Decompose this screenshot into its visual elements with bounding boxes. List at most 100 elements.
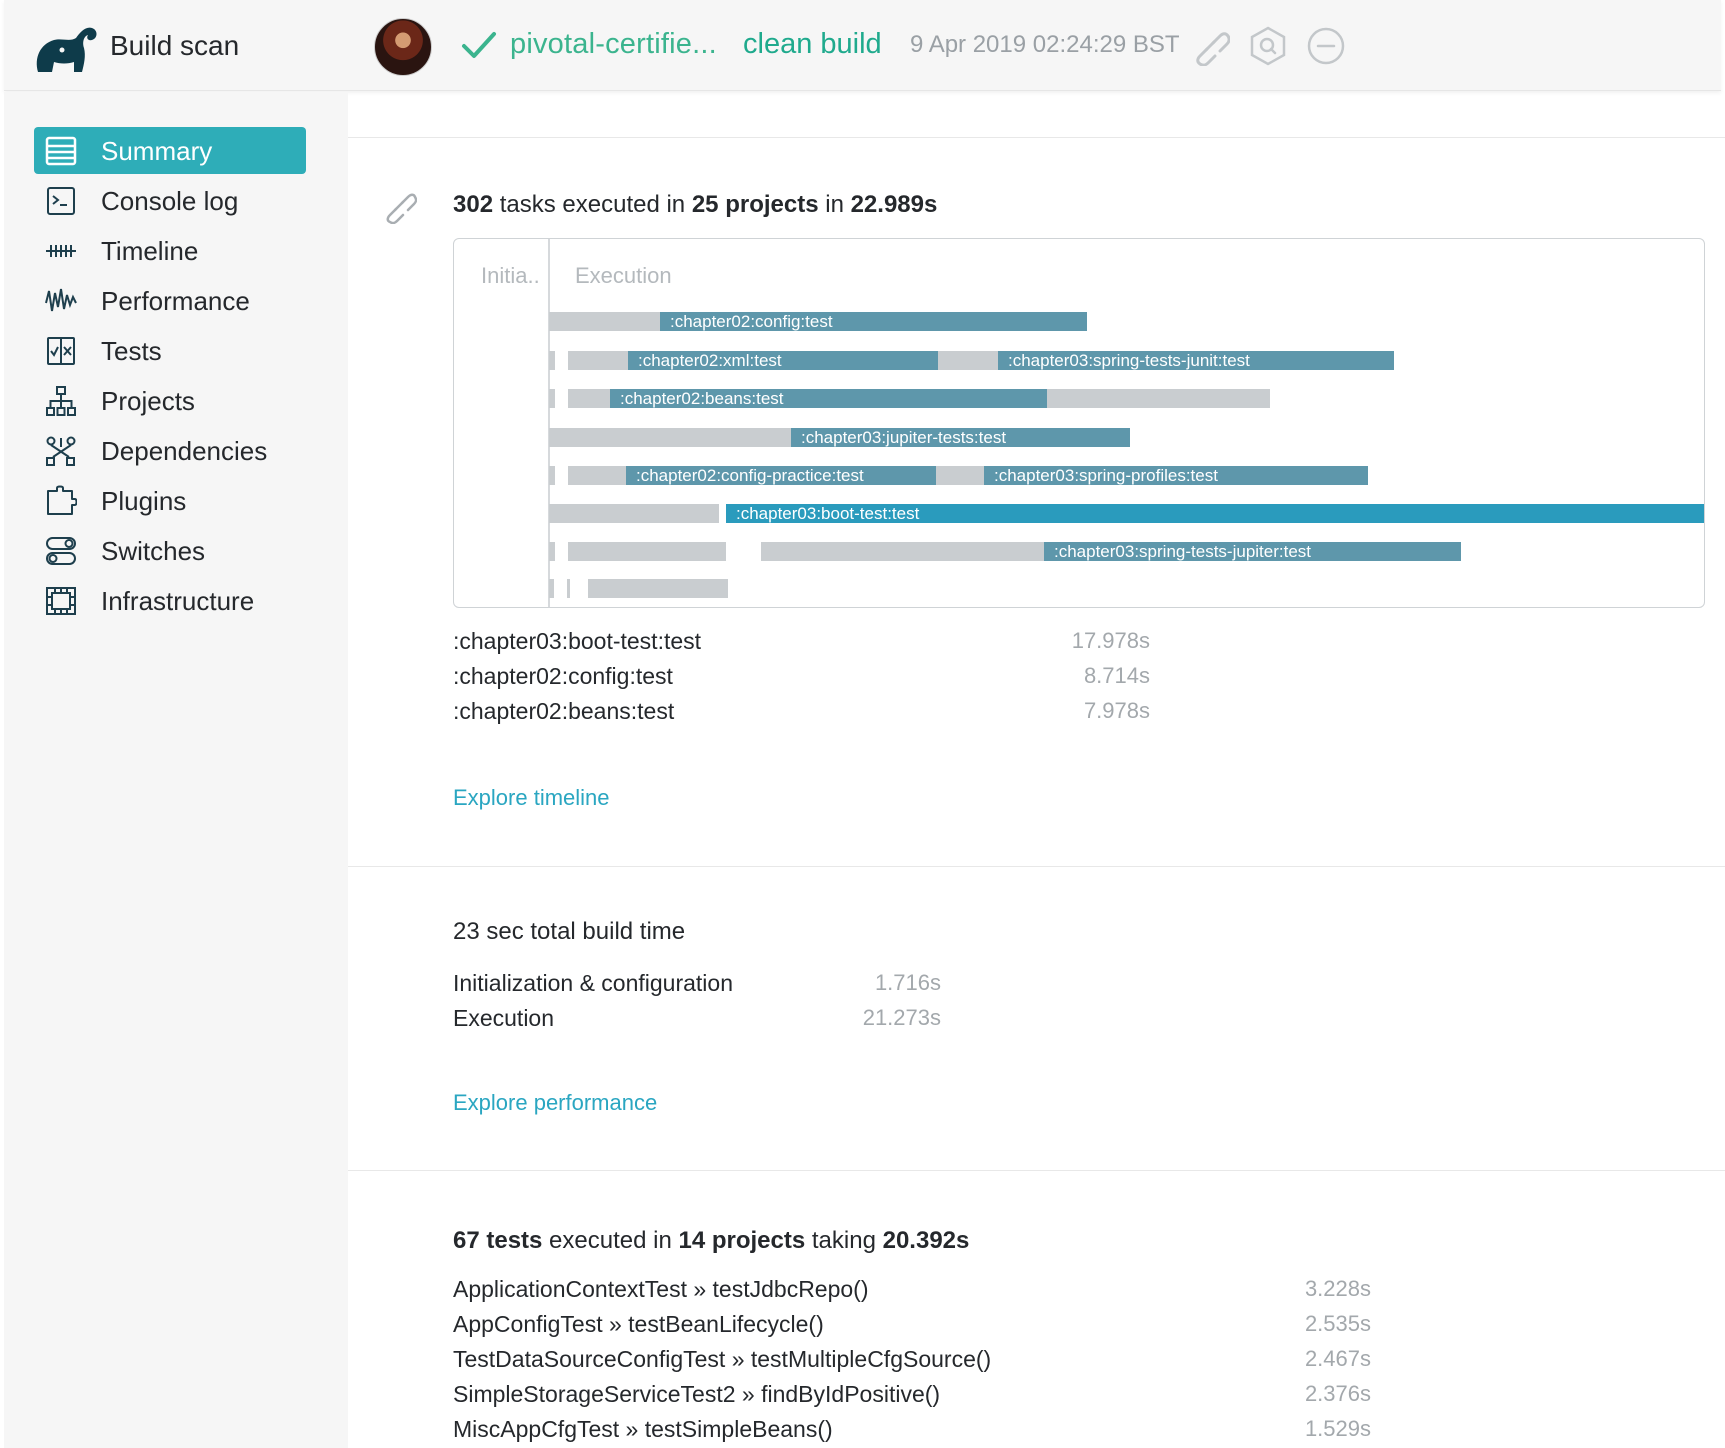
test-name[interactable]: SimpleStorageServiceTest2 » findByIdPosi… <box>453 1381 941 1407</box>
check-icon <box>462 32 496 58</box>
slowest-task-name[interactable]: :chapter02:beans:test <box>453 698 675 724</box>
build-phase-time: 1.716s <box>874 970 941 995</box>
sidebar-item-plugins[interactable]: Plugins <box>34 477 306 524</box>
sidebar-item-performance[interactable]: Performance <box>34 277 306 324</box>
link-icon[interactable] <box>381 188 417 224</box>
build-time-heading: 23 sec total build time <box>453 918 686 945</box>
test-name[interactable]: MiscAppCfgTest » testSimpleBeans() <box>453 1416 833 1442</box>
tests-duration: 20.392s <box>882 1227 970 1254</box>
test-time: 1.529s <box>1304 1416 1371 1441</box>
test-time: 2.535s <box>1304 1311 1371 1336</box>
sidebar-item-summary[interactable]: Summary <box>34 127 306 174</box>
task-bar[interactable]: :chapter02:xml:test <box>628 351 938 370</box>
task-bar-other[interactable] <box>568 389 610 408</box>
sidebar-item-label: Summary <box>101 136 213 166</box>
test-name[interactable]: TestDataSourceConfigTest » testMultipleC… <box>453 1346 992 1372</box>
switches-icon <box>46 537 76 565</box>
project-name[interactable]: pivotal-certifie... <box>510 28 717 60</box>
heading-text: executed in <box>542 1227 679 1254</box>
test-name[interactable]: AppConfigTest » testBeanLifecycle() <box>453 1311 824 1337</box>
projects-count: 25 projects <box>691 191 819 218</box>
task-bar[interactable]: :chapter02:config-practice:test <box>626 466 936 485</box>
tasks-duration: 22.989s <box>850 191 938 218</box>
timeline-icon <box>46 245 76 257</box>
sidebar-item-label: Switches <box>101 536 206 566</box>
divider <box>348 866 1725 867</box>
phase-label-initialization: Initia.. <box>481 263 540 288</box>
sidebar-item-switches[interactable]: Switches <box>34 527 306 574</box>
tests-summary-heading: 67 tests executed in 14 projects taking … <box>453 1227 969 1255</box>
task-bar-other[interactable] <box>568 466 626 485</box>
tests-count: 67 tests <box>453 1227 543 1254</box>
sidebar-item-label: Timeline <box>101 236 199 266</box>
slowest-task-time: 7.978s <box>1083 698 1150 723</box>
task-bar-other[interactable] <box>549 466 555 485</box>
phase-divider <box>548 239 550 607</box>
sidebar-item-projects[interactable]: Projects <box>34 377 306 424</box>
build-phase-time: 21.273s <box>862 1005 941 1030</box>
avatar[interactable] <box>374 18 432 76</box>
tests-projects-count: 14 projects <box>678 1227 806 1254</box>
test-time: 2.467s <box>1304 1346 1371 1371</box>
slowest-task-time: 17.978s <box>1071 628 1150 653</box>
task-bar-other[interactable] <box>568 351 628 370</box>
heading-text: tasks executed in <box>493 191 692 218</box>
task-bar-other[interactable] <box>549 389 555 408</box>
explore-performance-link[interactable]: Explore performance <box>453 1090 658 1115</box>
sidebar-item-console-log[interactable]: Console log <box>34 177 306 224</box>
explore-timeline-link[interactable]: Explore timeline <box>453 785 610 810</box>
test-time: 3.228s <box>1304 1276 1371 1301</box>
task-bar-other[interactable] <box>549 312 660 331</box>
task-bar-other[interactable] <box>568 542 726 561</box>
task-bar-other[interactable] <box>549 351 555 370</box>
task-bar-other[interactable] <box>938 351 998 370</box>
elephant-logo-icon[interactable] <box>32 22 102 74</box>
task-bar-other[interactable] <box>549 504 719 523</box>
task-bar[interactable]: :chapter02:config:test <box>660 312 1087 331</box>
sidebar-item-tests[interactable]: Tests <box>34 327 306 374</box>
build-tag[interactable]: clean build <box>743 28 882 60</box>
task-bar-other[interactable] <box>549 579 554 598</box>
sidebar: Summary Console log Timeline Performance… <box>4 92 348 1448</box>
task-bar-other[interactable] <box>761 542 1044 561</box>
slowest-task-name[interactable]: :chapter02:config:test <box>453 663 673 689</box>
tests-icon <box>47 337 75 365</box>
sidebar-item-label: Tests <box>101 336 162 366</box>
sidebar-item-label: Plugins <box>101 486 187 516</box>
app-title[interactable]: Build scan <box>110 30 240 61</box>
sidebar-item-dependencies[interactable]: Dependencies <box>34 427 306 474</box>
task-bar[interactable]: :chapter03:spring-profiles:test <box>984 466 1368 485</box>
task-bar-other[interactable] <box>549 428 791 447</box>
task-bar-other[interactable] <box>567 579 570 598</box>
minus-circle-icon[interactable] <box>1306 26 1346 66</box>
sidebar-item-infrastructure[interactable]: Infrastructure <box>34 577 306 624</box>
heading-text: in <box>818 191 851 218</box>
task-bar[interactable]: :chapter02:beans:test <box>610 389 1047 408</box>
search-hexagon-icon[interactable] <box>1248 26 1288 66</box>
task-bar-other[interactable] <box>549 542 555 561</box>
dependencies-icon <box>46 436 76 466</box>
build-phase-name: Execution <box>453 1005 555 1031</box>
tasks-count: 302 <box>453 191 494 218</box>
sidebar-item-label: Dependencies <box>101 436 268 466</box>
heading-text: taking <box>805 1227 883 1254</box>
task-bar[interactable]: :chapter03:jupiter-tests:test <box>791 428 1130 447</box>
slowest-task-name[interactable]: :chapter03:boot-test:test <box>453 628 702 654</box>
projects-icon <box>46 386 76 416</box>
build-phase-name: Initialization & configuration <box>453 970 733 996</box>
task-bar-other[interactable] <box>588 579 728 598</box>
task-bar[interactable]: :chapter03:spring-tests-jupiter:test <box>1044 542 1461 561</box>
test-name[interactable]: ApplicationContextTest » testJdbcRepo() <box>453 1276 869 1302</box>
link-icon[interactable] <box>1190 26 1230 66</box>
plugins-icon <box>47 485 77 515</box>
sidebar-item-timeline[interactable]: Timeline <box>34 227 306 274</box>
task-bar[interactable]: :chapter03:spring-tests-junit:test <box>998 351 1394 370</box>
build-date: 9 Apr 2019 02:24:29 BST <box>910 31 1180 58</box>
sidebar-item-label: Projects <box>101 386 195 416</box>
task-bar[interactable]: :chapter03:boot-test:test <box>726 504 1704 523</box>
task-bar-other[interactable] <box>936 466 984 485</box>
phase-label-execution: Execution <box>575 263 672 288</box>
task-bar-other[interactable] <box>1047 389 1270 408</box>
slowest-task-time: 8.714s <box>1083 663 1150 688</box>
timeline-chart[interactable]: Initia.. Execution :chapter02:config:tes… <box>453 238 1705 608</box>
